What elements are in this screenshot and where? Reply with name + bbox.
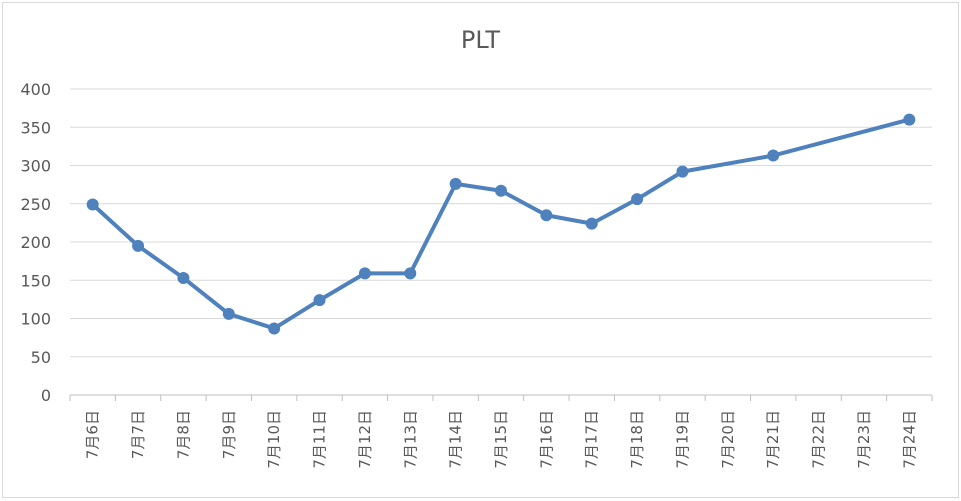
- y-tick-label: 250: [20, 195, 51, 214]
- data-point: [222, 307, 235, 320]
- x-tick-label: 7月13日: [401, 410, 419, 469]
- x-tick-label: 7月20日: [719, 410, 737, 469]
- data-point: [404, 267, 417, 280]
- y-tick-label: 150: [20, 271, 51, 290]
- x-tick-label: 7月17日: [583, 410, 601, 469]
- data-point: [585, 217, 598, 230]
- data-point: [631, 193, 644, 206]
- x-tick-label: 7月6日: [84, 410, 102, 459]
- data-point: [495, 184, 507, 197]
- y-tick-label: 300: [20, 157, 51, 176]
- x-tick-label: 7月7日: [129, 410, 147, 459]
- x-tick-label: 7月22日: [810, 410, 828, 469]
- data-point: [86, 198, 99, 211]
- y-tick-label: 50: [31, 348, 51, 367]
- x-tick-label: 7月11日: [311, 410, 329, 469]
- x-tick-label: 7月16日: [537, 410, 555, 469]
- data-point: [540, 209, 553, 222]
- x-tick-label: 7月12日: [356, 410, 374, 469]
- data-point: [313, 294, 326, 307]
- data-point: [449, 177, 462, 190]
- y-tick-label: 100: [20, 310, 51, 329]
- y-tick-label: 200: [20, 233, 51, 252]
- axes: [69, 394, 933, 401]
- x-tick-label: 7月24日: [900, 410, 918, 469]
- y-tick-labels: 0 50 100 150 200 250 300 350 400: [20, 80, 51, 405]
- data-point: [903, 113, 916, 126]
- x-tick-label: 7月9日: [220, 410, 238, 459]
- y-tick-label: 400: [20, 80, 51, 99]
- series-plt: [86, 113, 916, 335]
- x-tick-labels: 7月6日 7月7日 7月8日 7月9日 7月10日 7月11日 7月12日 7月13日 7月14…: [84, 410, 919, 469]
- chart-title: PLT: [460, 26, 501, 54]
- data-point: [268, 322, 281, 335]
- data-point: [676, 165, 689, 178]
- x-tick-label: 7月21日: [764, 410, 782, 469]
- x-tick-label: 7月8日: [174, 410, 192, 459]
- data-point: [132, 239, 145, 252]
- data-point: [177, 271, 190, 284]
- data-point: [767, 149, 780, 162]
- x-tick-label: 7月18日: [628, 410, 646, 469]
- y-tick-label: 0: [41, 386, 51, 405]
- x-tick-label: 7月23日: [855, 410, 873, 469]
- x-tick-label: 7月19日: [673, 410, 691, 469]
- y-tick-label: 350: [20, 118, 51, 137]
- series-line: [90, 117, 912, 331]
- x-tick-label: 7月10日: [265, 410, 283, 469]
- x-tick-label: 7月14日: [447, 410, 465, 469]
- gridlines: [70, 88, 932, 358]
- x-tick-label: 7月15日: [492, 410, 510, 469]
- data-point: [358, 267, 371, 280]
